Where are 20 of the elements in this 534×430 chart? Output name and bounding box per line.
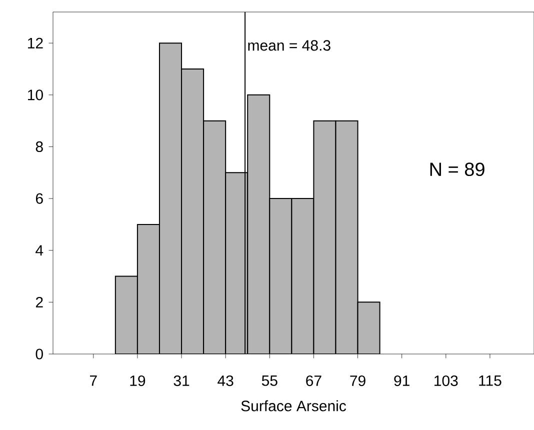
y-tick-label: 8 — [36, 141, 43, 152]
y-tick-label: 4 — [36, 245, 44, 256]
y-tick-label: 0 — [36, 348, 43, 360]
x-tick-label: 115 — [479, 375, 502, 386]
ref-line-label: mean = 48.3 — [248, 40, 330, 51]
x-tick-label: 55 — [262, 375, 278, 386]
x-tick-label: 7 — [90, 375, 97, 386]
y-tick-label: 12 — [28, 38, 43, 48]
annotation: N = 89 — [430, 162, 484, 176]
x-tick-label: 43 — [218, 375, 234, 386]
x-tick-label: 91 — [394, 375, 410, 386]
x-tick-label: 67 — [306, 375, 322, 386]
x-tick-label: 31 — [174, 375, 190, 386]
x-axis-title: Surface Arsenic — [241, 400, 346, 412]
y-tick-label: 10 — [28, 90, 43, 100]
x-tick-label: 103 — [434, 375, 458, 386]
y-tick-label: 2 — [36, 296, 43, 308]
y-tick-label: 6 — [36, 193, 43, 204]
x-tick-label: 19 — [130, 375, 146, 386]
x-tick-label: 79 — [350, 375, 366, 386]
